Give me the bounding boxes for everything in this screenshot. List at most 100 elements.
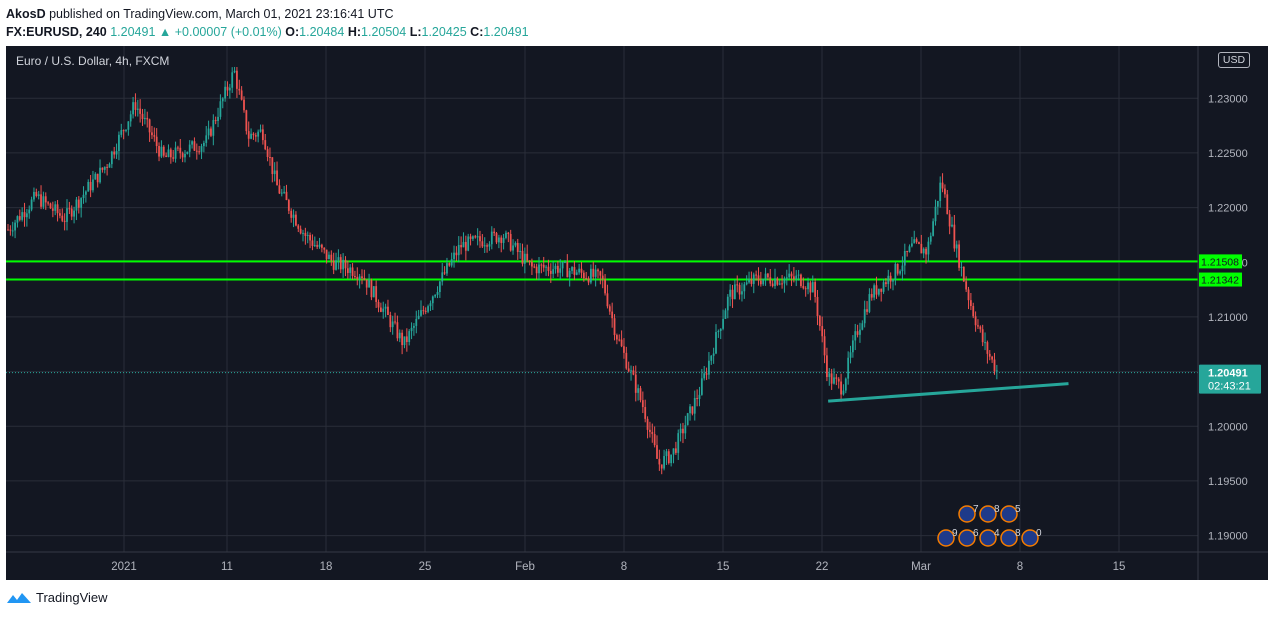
candle-body <box>349 267 352 273</box>
candle-body <box>476 236 479 238</box>
candle-body <box>750 279 753 284</box>
candle-body <box>313 245 316 247</box>
candle-body <box>146 117 149 120</box>
candle-body <box>809 282 812 293</box>
candle-body <box>755 274 758 276</box>
candle-body <box>512 245 514 251</box>
candle-body <box>320 244 323 248</box>
candle-body <box>984 342 986 344</box>
candle-body <box>429 303 432 307</box>
x-tick-label: 25 <box>419 561 432 573</box>
candle-body <box>96 173 99 183</box>
support-trendline <box>828 382 1069 403</box>
candle-body <box>47 202 50 204</box>
candle-body <box>342 259 345 270</box>
candle-body <box>993 359 996 372</box>
candle-body <box>136 108 139 110</box>
candle-body <box>441 272 444 282</box>
event-marker-top-icon <box>1000 505 1018 523</box>
candle-body <box>479 236 481 242</box>
candle-body <box>781 283 783 285</box>
candle-body <box>873 285 876 298</box>
level-price-label: 1.21508 <box>1201 256 1239 268</box>
chart-pane[interactable] <box>6 46 1268 580</box>
candle-body <box>224 86 227 99</box>
countdown-label: 02:43:21 <box>1208 381 1251 393</box>
candle-body <box>118 134 120 152</box>
y-tick-label: 1.21000 <box>1208 312 1248 324</box>
candle-body <box>849 352 852 358</box>
candle-body <box>141 113 144 120</box>
candle-body <box>977 325 979 327</box>
y-tick-label: 1.22500 <box>1208 148 1248 160</box>
candle-body <box>37 194 40 196</box>
candle-body <box>618 339 621 341</box>
candle-body <box>238 88 241 91</box>
candle-body <box>271 157 274 175</box>
candle-body <box>276 170 278 186</box>
candle-body <box>580 268 583 273</box>
candle-body <box>540 264 543 266</box>
footer-brand[interactable]: TradingView <box>6 590 108 605</box>
candle-body <box>200 146 203 152</box>
author-name[interactable]: AkosD <box>6 7 46 21</box>
candle-body <box>356 276 359 280</box>
candle-body <box>814 282 817 297</box>
candle-body <box>186 151 189 154</box>
candle-body <box>368 280 370 288</box>
candle-body <box>674 448 677 453</box>
candle-body <box>292 214 295 218</box>
candle-body <box>752 274 755 284</box>
candle-body <box>826 355 828 378</box>
candle-body <box>370 280 373 298</box>
candle-body <box>115 151 118 155</box>
candle-body <box>941 182 944 189</box>
candle-body <box>63 220 66 222</box>
candle-body <box>330 254 333 261</box>
candle-body <box>899 271 901 274</box>
open-value: 1.20484 <box>299 25 345 39</box>
candle-body <box>391 321 394 328</box>
candle-body <box>42 196 45 207</box>
candle-body <box>736 284 739 286</box>
candle-body <box>188 144 191 152</box>
candle-body <box>217 116 219 122</box>
price-axis: 1.230001.225001.220001.215001.210001.205… <box>6 46 1268 580</box>
candle-body <box>988 353 991 357</box>
candle-body <box>228 87 231 91</box>
candle-body <box>549 270 552 274</box>
candle-body <box>290 210 293 218</box>
currency-button[interactable]: USD <box>1218 52 1250 68</box>
candle-body <box>169 149 172 158</box>
candle-body <box>177 147 179 149</box>
candle-body <box>870 294 873 298</box>
candle-body <box>561 261 564 269</box>
candle-body <box>483 245 486 247</box>
candle-body <box>960 266 963 268</box>
candle-body <box>40 194 42 207</box>
candle-body <box>469 236 472 239</box>
candle-body <box>892 279 894 282</box>
candle-body <box>677 433 680 453</box>
candle-body <box>68 208 71 210</box>
candle-body <box>151 132 153 136</box>
candle-body <box>948 214 951 227</box>
high-label: H: <box>347 25 362 39</box>
candle-body <box>443 272 446 274</box>
candle-body <box>623 346 625 353</box>
series-legend[interactable]: Euro / U.S. Dollar, 4h, FXCM <box>16 54 170 68</box>
candle-body <box>372 286 375 298</box>
candle-body <box>25 213 28 218</box>
candle-body <box>828 373 831 378</box>
candle-body <box>309 234 311 241</box>
candle-body <box>745 282 748 285</box>
candle-body <box>167 149 170 157</box>
candle-body <box>302 232 304 234</box>
candle-body <box>23 212 26 218</box>
event-marker-top-count: 5 <box>1015 504 1021 515</box>
event-marker-bottom-icon <box>979 529 997 547</box>
candle-body <box>191 141 193 145</box>
candle-body <box>337 257 340 261</box>
candle-body <box>448 263 451 266</box>
